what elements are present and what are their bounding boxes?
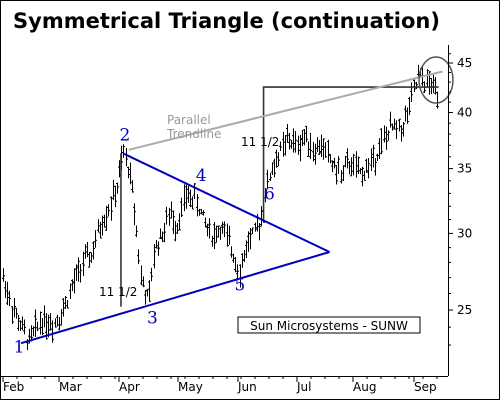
x-tick-label: Apr — [119, 380, 140, 394]
triangle-pattern — [20, 56, 454, 345]
height-label-left: 11 1/2 — [99, 285, 137, 299]
y-tick-label: 40 — [457, 105, 472, 119]
x-tick-label: Aug — [353, 380, 376, 394]
x-tick-label: Jun — [237, 380, 257, 394]
lower-trendline — [20, 251, 330, 345]
point-label-3: 3 — [147, 309, 158, 329]
y-tick-label: 25 — [457, 303, 472, 317]
stock-name-label: Sun Microsystems - SUNW — [250, 319, 408, 333]
point-label-5: 5 — [235, 275, 246, 295]
target-circle — [418, 56, 454, 104]
height-label-right: 11 1/2 — [241, 135, 279, 149]
parallel-trendline-label-2: Trendline — [166, 127, 222, 141]
stock-name-box — [237, 316, 421, 334]
parallel-trendline — [128, 70, 443, 151]
upper-trendline — [122, 152, 330, 253]
guide-lines — [120, 70, 443, 307]
point-label-2: 2 — [119, 126, 130, 146]
x-tick-label: May — [178, 380, 203, 394]
chart-title: Symmetrical Triangle (continuation) — [13, 9, 440, 33]
y-tick-label: 35 — [457, 162, 472, 176]
point-label-1: 1 — [14, 337, 25, 357]
measured-move-target-line — [262, 86, 439, 220]
x-tick-label: Mar — [59, 380, 82, 394]
y-tick-label: 30 — [457, 226, 472, 240]
x-tick-label: Jul — [296, 380, 311, 394]
x-tick-label: Feb — [3, 380, 24, 394]
x-tick-label: Sep — [414, 380, 437, 394]
parallel-trendline-label-1: Parallel — [167, 113, 211, 127]
point-label-4: 4 — [196, 166, 207, 186]
price-bars — [2, 64, 439, 351]
y-tick-label: 45 — [457, 56, 472, 70]
point-labels: 1 2 3 4 5 6 — [14, 126, 275, 358]
point-label-6: 6 — [264, 185, 275, 205]
